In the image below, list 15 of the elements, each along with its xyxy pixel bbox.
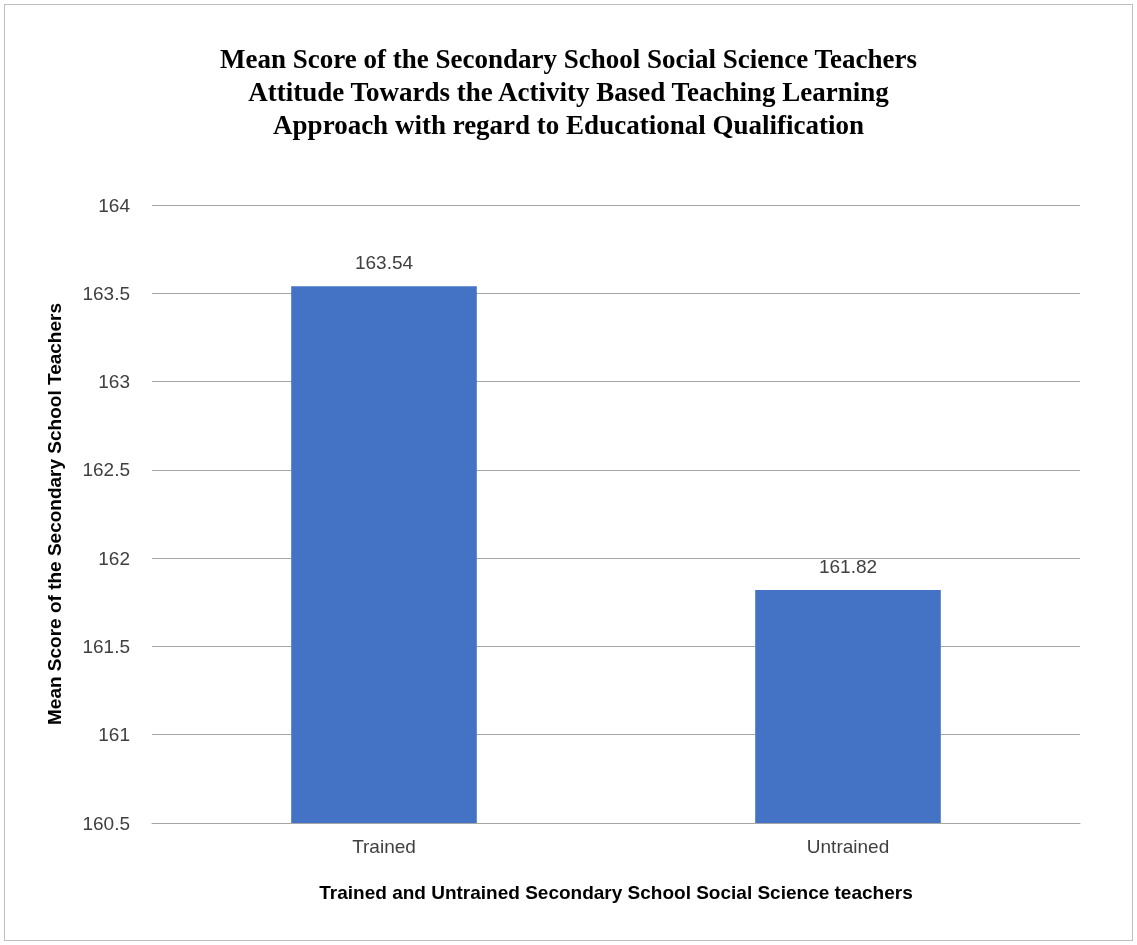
- x-axis-title: Trained and Untrained Secondary School Social Science teachers: [319, 882, 913, 903]
- x-tick-label: Untrained: [806, 836, 890, 857]
- y-tick-label: 162: [98, 547, 130, 569]
- chart-title: Mean Score of the Secondary School Social Science Teachers Attitude Towards the Activity Based Teaching Learning Approach with regard to Educational Qualification: [220, 43, 917, 140]
- y-tick-label: 161.5: [82, 635, 130, 657]
- y-tick-label: 161: [98, 724, 130, 746]
- y-tick-label: 163.5: [82, 282, 130, 304]
- y-tick-label: 162.5: [82, 459, 130, 481]
- y-axis-title: Mean Score of the Secondary School Teachers: [44, 303, 65, 725]
- data-label: 161.82: [818, 555, 878, 577]
- data-label: 163.54: [354, 252, 414, 274]
- y-tick-label: 163: [98, 371, 130, 393]
- y-tick-label: 160.5: [82, 812, 130, 834]
- y-tick-label: 164: [98, 194, 131, 216]
- x-tick-label: Trained: [352, 836, 416, 857]
